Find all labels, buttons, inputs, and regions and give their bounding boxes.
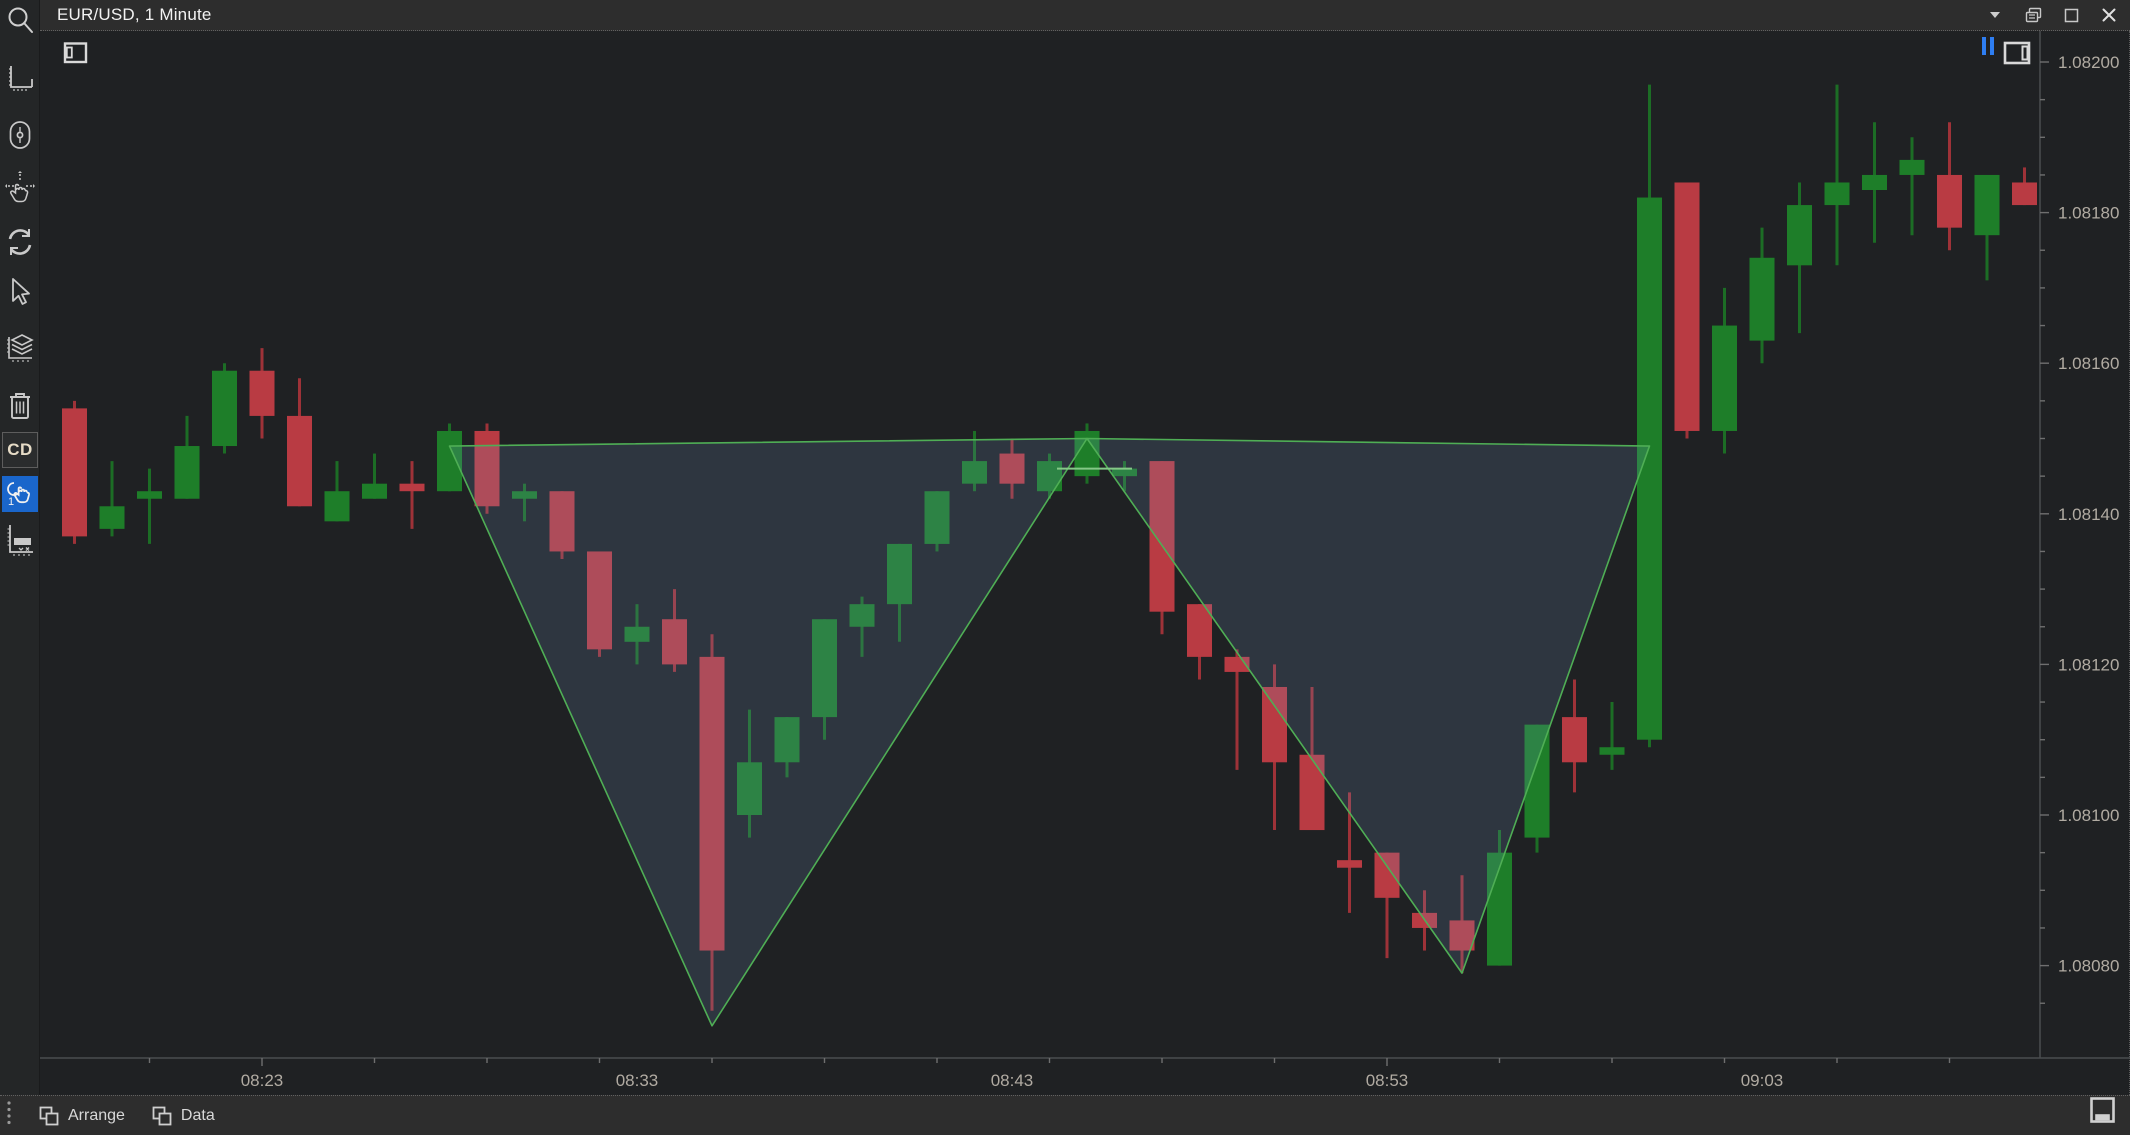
left-toolbar: CD 1: [0, 0, 40, 1095]
svg-text:08:23: 08:23: [241, 1071, 284, 1090]
pan-hand-icon[interactable]: [4, 170, 36, 209]
statusbar: Arrange Data: [0, 1095, 2130, 1135]
window-controls: [1984, 0, 2120, 30]
pause-icon[interactable]: [1981, 36, 1995, 61]
svg-text:1.08100: 1.08100: [2058, 806, 2119, 825]
one-click-hand-button[interactable]: 1: [2, 476, 38, 512]
arrange-label: Arrange: [68, 1106, 125, 1124]
svg-text:1: 1: [8, 496, 14, 508]
trash-icon[interactable]: [6, 389, 34, 426]
cursor-pointer-icon[interactable]: [7, 277, 33, 312]
svg-text:1.08180: 1.08180: [2058, 204, 2119, 223]
svg-text:09:03: 09:03: [1741, 1071, 1784, 1090]
panel-toggle-left-icon[interactable]: [62, 41, 89, 70]
statusbar-grip-icon[interactable]: [6, 1099, 12, 1132]
chart-area[interactable]: 1.08200 1.08180 1.08160 1.08140 1.08120 1.081…: [40, 31, 2130, 1095]
tab-arrange[interactable]: Arrange: [38, 1105, 125, 1127]
chart-frame-icon[interactable]: [6, 64, 34, 97]
svg-text:08:43: 08:43: [991, 1071, 1034, 1090]
svg-text:1.08140: 1.08140: [2058, 505, 2119, 524]
restore-window-icon[interactable]: [2022, 4, 2044, 26]
svg-text:08:33: 08:33: [616, 1071, 659, 1090]
reload-icon[interactable]: [4, 226, 36, 263]
svg-text:1.08200: 1.08200: [2058, 53, 2119, 72]
tab-data[interactable]: Data: [151, 1105, 215, 1127]
chart-diagnostics-button[interactable]: CD: [2, 432, 38, 468]
svg-text:1.08160: 1.08160: [2058, 354, 2119, 373]
svg-text:08:53: 08:53: [1366, 1071, 1409, 1090]
search-icon[interactable]: [5, 5, 35, 40]
show-panel-icon[interactable]: [2089, 1096, 2116, 1129]
scroll-mode-icon[interactable]: [7, 119, 33, 156]
data-windows-icon: [152, 1106, 172, 1125]
data-series-layers-icon[interactable]: [4, 331, 36, 368]
chart-trader-icon[interactable]: [4, 522, 36, 561]
close-icon[interactable]: [2098, 4, 2120, 26]
maximize-icon[interactable]: [2060, 4, 2082, 26]
titlebar[interactable]: EUR/USD, 1 Minute: [40, 0, 2130, 31]
dropdown-arrow-icon[interactable]: [1984, 4, 2006, 26]
svg-text:1.08120: 1.08120: [2058, 655, 2119, 674]
svg-text:1.08080: 1.08080: [2058, 957, 2119, 976]
cd-label: CD: [7, 440, 33, 459]
candlestick-chart[interactable]: 1.08200 1.08180 1.08160 1.08140 1.08120 1.081…: [40, 31, 2130, 1096]
window-title: EUR/USD, 1 Minute: [57, 5, 212, 24]
panel-toggle-right-icon[interactable]: [2002, 40, 2032, 71]
data-label: Data: [180, 1106, 215, 1124]
arrange-windows-icon: [39, 1106, 59, 1125]
